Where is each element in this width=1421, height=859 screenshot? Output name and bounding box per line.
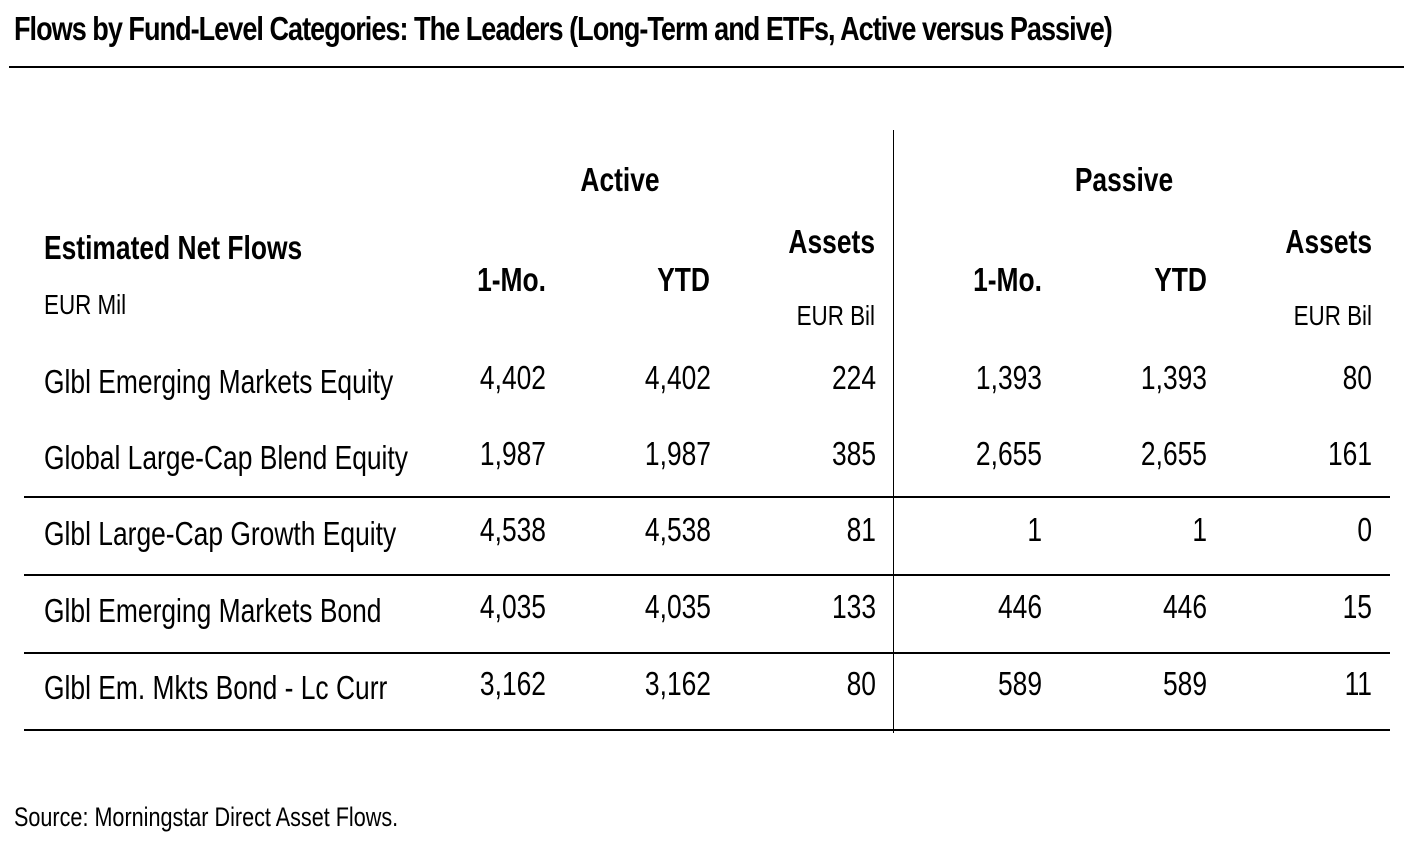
group-header-active: Active [580, 161, 660, 198]
cell-active-1mo: 3,162 [479, 665, 546, 702]
row-header-label: Estimated Net Flows [44, 229, 303, 266]
cell-passive-1mo: 1 [1027, 511, 1042, 548]
row-label: Global Large-Cap Blend Equity [44, 439, 408, 476]
cell-active-ytd: 4,538 [644, 511, 711, 548]
cell-passive-ytd: 446 [1162, 588, 1207, 625]
cell-active-assets: 81 [846, 511, 876, 548]
col-header-passive-assets: Assets [1285, 223, 1372, 260]
row-separator [24, 496, 1390, 498]
source-note: Source: Morningstar Direct Asset Flows. [14, 802, 399, 832]
cell-active-assets: 80 [846, 665, 876, 702]
cell-active-1mo: 4,538 [479, 511, 546, 548]
row-separator [24, 729, 1390, 731]
cell-active-assets: 133 [831, 588, 876, 625]
cell-active-assets: 224 [831, 359, 876, 396]
cell-passive-ytd: 1,393 [1140, 359, 1207, 396]
cell-passive-1mo: 589 [997, 665, 1042, 702]
row-separator [24, 574, 1390, 576]
cell-passive-ytd: 589 [1162, 665, 1207, 702]
cell-active-assets: 385 [831, 435, 876, 472]
cell-passive-assets: 161 [1327, 435, 1372, 472]
cell-active-ytd: 4,402 [644, 359, 711, 396]
cell-active-ytd: 3,162 [644, 665, 711, 702]
cell-passive-1mo: 446 [997, 588, 1042, 625]
cell-active-ytd: 1,987 [644, 435, 711, 472]
group-divider [893, 130, 894, 733]
cell-active-1mo: 1,987 [479, 435, 546, 472]
row-separator [24, 652, 1390, 654]
cell-active-ytd: 4,035 [644, 588, 711, 625]
cell-passive-assets: 15 [1342, 588, 1372, 625]
group-header-passive: Passive [1074, 161, 1174, 198]
cell-passive-ytd: 2,655 [1140, 435, 1207, 472]
col-unit-passive-assets: EUR Bil [1293, 300, 1372, 331]
col-header-passive-ytd: YTD [1154, 261, 1207, 298]
cell-passive-1mo: 2,655 [975, 435, 1042, 472]
page-title: Flows by Fund-Level Categories: The Lead… [14, 10, 1113, 47]
col-header-active-assets: Assets [788, 223, 875, 260]
row-header-unit: EUR Mil [44, 289, 127, 320]
col-unit-active-assets: EUR Bil [796, 300, 875, 331]
col-header-active-1mo: 1-Mo. [477, 261, 546, 298]
row-label: Glbl Em. Mkts Bond - Lc Curr [44, 669, 388, 706]
row-label: Glbl Emerging Markets Bond [44, 592, 382, 629]
row-label: Glbl Large-Cap Growth Equity [44, 515, 397, 552]
cell-active-1mo: 4,035 [479, 588, 546, 625]
cell-passive-assets: 0 [1357, 511, 1372, 548]
row-label: Glbl Emerging Markets Equity [44, 363, 394, 400]
title-rule [9, 66, 1404, 68]
col-header-passive-1mo: 1-Mo. [973, 261, 1042, 298]
cell-passive-ytd: 1 [1192, 511, 1207, 548]
cell-passive-assets: 80 [1342, 359, 1372, 396]
cell-passive-1mo: 1,393 [975, 359, 1042, 396]
cell-active-1mo: 4,402 [479, 359, 546, 396]
col-header-active-ytd: YTD [657, 261, 710, 298]
cell-passive-assets: 11 [1344, 665, 1372, 702]
